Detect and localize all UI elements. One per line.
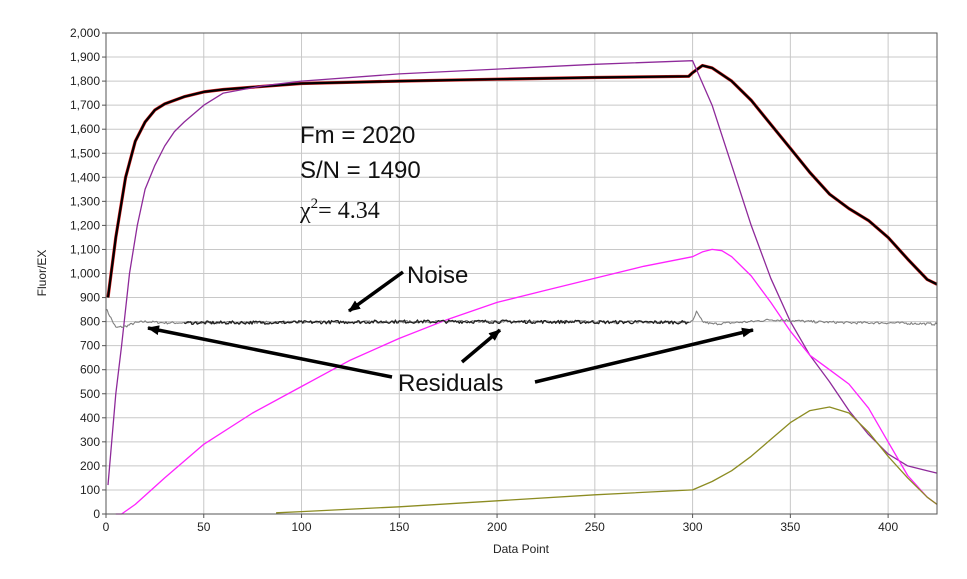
x-tick-label: 350 [780, 520, 800, 534]
x-tick-label: 250 [585, 520, 605, 534]
y-tick-label: 1,600 [70, 122, 100, 136]
chi-exponent: 2 [311, 196, 319, 212]
annotation-noise: Noise [407, 262, 468, 289]
grid [105, 32, 937, 515]
series-line-1 [106, 64, 938, 298]
chi-symbol: χ [299, 198, 311, 224]
x-tick-label: 50 [197, 520, 211, 534]
y-tick-label: 1,200 [70, 218, 100, 232]
series-line-2 [107, 60, 938, 486]
y-tick-label: 600 [80, 363, 100, 377]
y-tick-label: 1,800 [70, 74, 100, 88]
y-tick-label: 200 [80, 459, 100, 473]
y-tick-label: 100 [80, 483, 100, 497]
x-tick-label: 150 [389, 520, 409, 534]
y-tick-label: 1,500 [70, 146, 100, 160]
y-tick-label: 800 [80, 315, 100, 329]
y-tick-label: 1,900 [70, 50, 100, 64]
y-tick-label: 400 [80, 411, 100, 425]
y-axis: 0 100 200 300 400 500 600 700 800 900 1,000 1,100 1,… [70, 26, 106, 521]
x-axis-title: Data Point [493, 542, 550, 556]
series-line-4 [276, 406, 938, 514]
y-tick-label: 2,000 [70, 26, 100, 40]
annotation-sn: S/N = 1490 [300, 157, 421, 184]
x-tick-label: 100 [292, 520, 312, 534]
y-tick-label: 0 [93, 507, 100, 521]
annotation-residuals: Residuals [398, 370, 503, 397]
y-tick-label: 1,100 [70, 242, 100, 256]
y-tick-label: 300 [80, 435, 100, 449]
residuals-arrow-middle [460, 328, 502, 364]
series-layer [105, 60, 938, 515]
x-tick-label: 200 [487, 520, 507, 534]
annotation-fm: Fm = 2020 [300, 122, 415, 149]
y-tick-label: 1,000 [70, 267, 100, 281]
x-tick-label: 300 [683, 520, 703, 534]
annotation-chi-square: χ2= 4.34 [299, 196, 380, 224]
residuals-arrow-right [534, 327, 754, 384]
chi-value: = 4.34 [318, 198, 380, 224]
y-tick-label: 900 [80, 291, 100, 305]
y-tick-label: 700 [80, 339, 100, 353]
y-tick-label: 1,700 [70, 98, 100, 112]
noise-arrow [347, 270, 405, 313]
x-tick-label: 400 [878, 520, 898, 534]
y-tick-label: 500 [80, 387, 100, 401]
series-line-6 [183, 319, 689, 326]
x-tick-label: 0 [103, 520, 110, 534]
residuals-arrow-left [147, 325, 393, 379]
series-line-3 [115, 248, 938, 515]
x-axis: 0 50 100 150 200 250 300 350 400 [103, 514, 898, 534]
y-tick-label: 1,400 [70, 170, 100, 184]
y-tick-label: 1,300 [70, 194, 100, 208]
y-axis-title: Fluor/EX [35, 250, 49, 297]
